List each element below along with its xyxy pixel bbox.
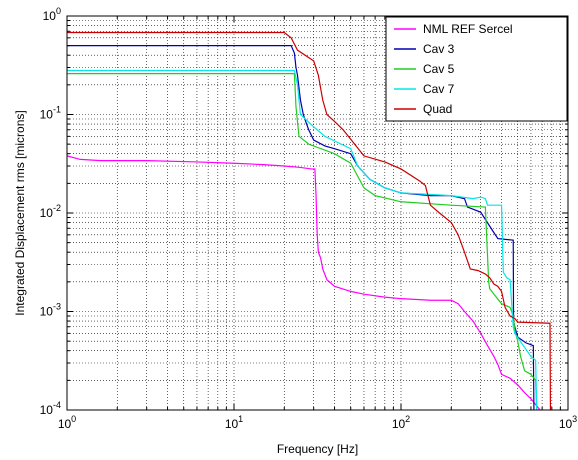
x-axis-label: Frequency [Hz] — [277, 442, 358, 456]
legend-label: Cav 3 — [423, 42, 455, 56]
y-axis-label: Integrated Displacement rms [microns] — [13, 110, 27, 315]
legend-label: Cav 7 — [423, 82, 455, 96]
legend-label: Quad — [423, 102, 452, 116]
legend-label: Cav 5 — [423, 62, 455, 76]
legend: NML REF Sercel Cav 3 Cav 5 Cav 7 Quad — [386, 17, 567, 121]
legend-label: NML REF Sercel — [423, 22, 513, 36]
